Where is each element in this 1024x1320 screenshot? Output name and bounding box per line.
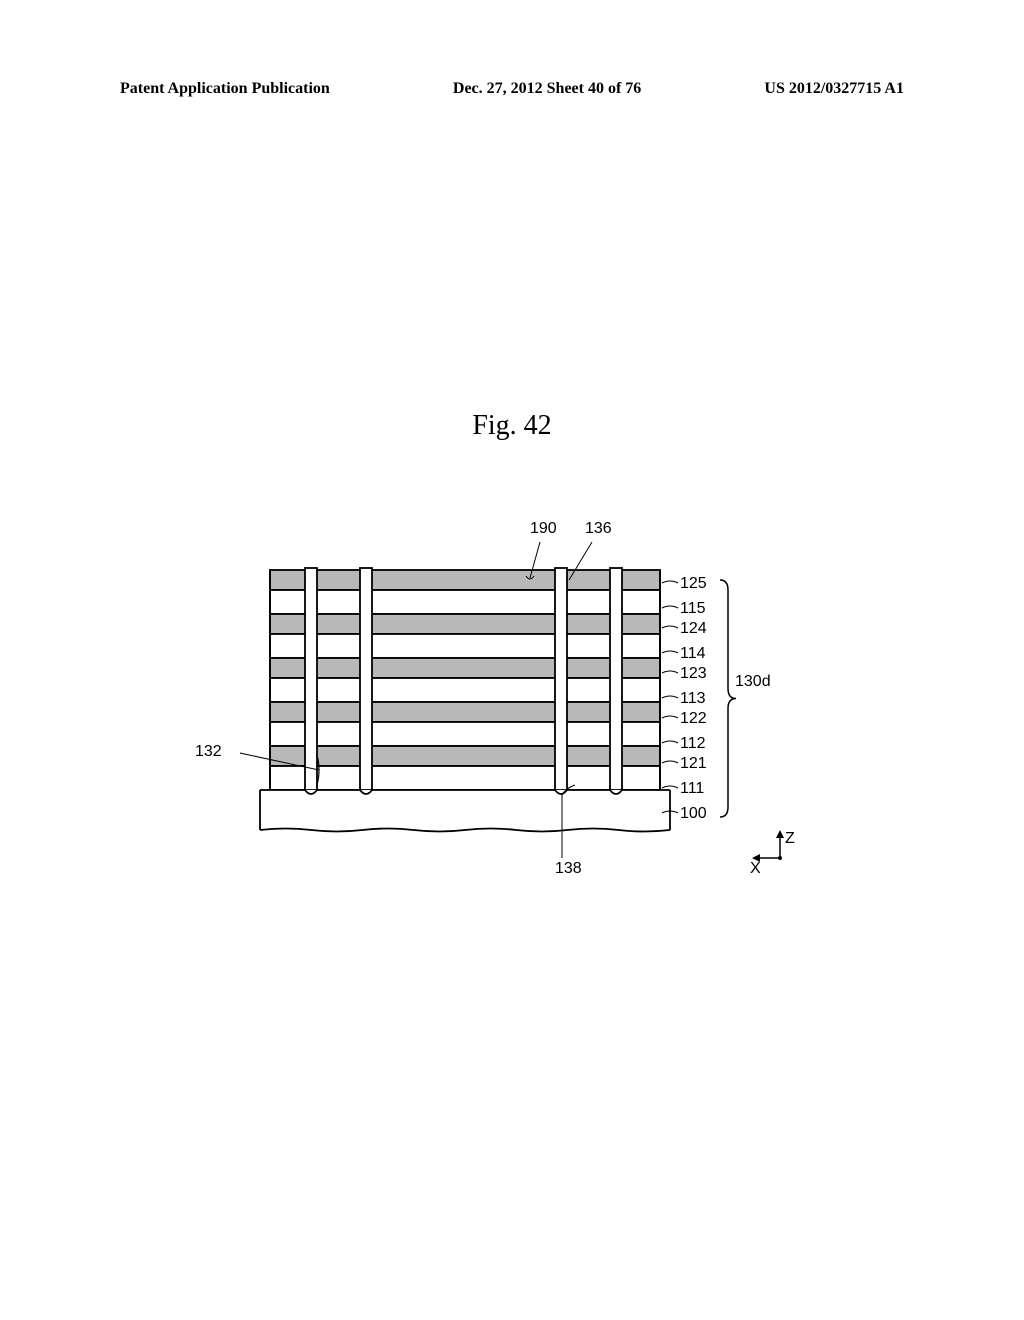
label-125: 125: [680, 575, 707, 593]
label-115: 115: [680, 600, 706, 618]
label-132: 132: [195, 743, 222, 761]
diagram: 190 136 12511512411412311312211212111110…: [240, 540, 800, 900]
label-111: 111: [680, 780, 704, 798]
label-130d: 130d: [735, 673, 771, 691]
label-138: 138: [555, 860, 582, 878]
header-right: US 2012/0327715 A1: [764, 80, 904, 98]
label-123: 123: [680, 665, 707, 683]
header-left: Patent Application Publication: [120, 80, 330, 98]
axis-x: X: [750, 860, 761, 878]
label-122: 122: [680, 710, 707, 728]
header-center: Dec. 27, 2012 Sheet 40 of 76: [453, 80, 641, 98]
axis-z: Z: [785, 830, 795, 848]
label-114: 114: [680, 645, 706, 663]
label-113: 113: [680, 690, 706, 708]
label-121: 121: [680, 755, 707, 773]
label-190: 190: [530, 520, 557, 538]
label-124: 124: [680, 620, 707, 638]
cross-section-svg: [240, 540, 800, 900]
label-112: 112: [680, 735, 706, 753]
label-100: 100: [680, 805, 707, 823]
label-136: 136: [585, 520, 612, 538]
figure-title: Fig. 42: [0, 410, 1024, 442]
